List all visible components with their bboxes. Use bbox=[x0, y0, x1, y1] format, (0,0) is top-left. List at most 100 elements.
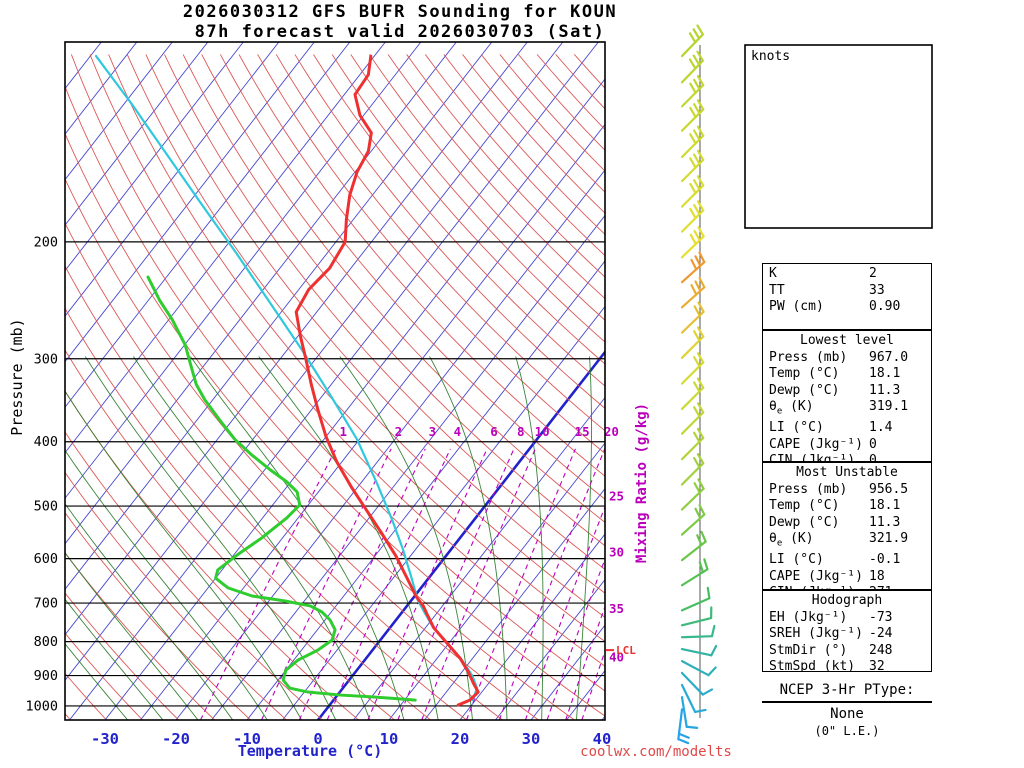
hodograph bbox=[744, 44, 933, 229]
ptype-block: NCEP 3-Hr PType: None (0" L.E.) bbox=[762, 682, 932, 738]
mixing-ratio-lines bbox=[200, 448, 605, 720]
wind-barb bbox=[680, 326, 705, 359]
wind-barb bbox=[680, 586, 711, 612]
storm-motion-arrowhead bbox=[893, 119, 902, 126]
page-title-line2: 87h forecast valid 2026030703 (Sat) bbox=[194, 22, 606, 42]
wind-barb bbox=[680, 530, 707, 562]
svg-text:-10: -10 bbox=[233, 730, 261, 748]
svg-text:30: 30 bbox=[609, 544, 624, 559]
pressure-gridlines: 200 300 400 500 600 700 800 900 1000 bbox=[25, 234, 605, 714]
wind-barb bbox=[680, 74, 705, 108]
wind-barb bbox=[680, 24, 704, 58]
lowest-level-table: Lowest level Press (mb) 967.0 Temp (°C) 18.… bbox=[762, 330, 932, 462]
svg-text:0: 0 bbox=[313, 730, 322, 748]
wind-barb bbox=[680, 352, 705, 385]
svg-text:900: 900 bbox=[34, 668, 58, 684]
svg-text:30: 30 bbox=[785, 164, 805, 184]
wind-barb bbox=[680, 606, 713, 627]
most-unstable-table: Most Unstable Press (mb) 956.5 Temp (°C) 18… bbox=[762, 462, 932, 590]
svg-text:40: 40 bbox=[593, 730, 612, 748]
svg-text:3: 3 bbox=[429, 424, 437, 439]
table-row: CIN (Jkg⁻¹)271 bbox=[769, 585, 925, 589]
temperature-curve bbox=[294, 54, 480, 707]
wind-barb bbox=[680, 696, 699, 729]
table-title: Lowest level bbox=[800, 333, 894, 348]
watermark-link[interactable]: coolwx.com/modelts bbox=[580, 744, 732, 760]
wind-barb bbox=[680, 175, 705, 208]
wind-barb bbox=[680, 50, 704, 84]
svg-text:35: 35 bbox=[609, 601, 624, 616]
lcl-marker: LCL bbox=[606, 644, 636, 657]
mixing-ratio-axis-label: Mixing Ratio (g/kg) bbox=[634, 402, 650, 564]
temperature-tick-labels: -30 -20 -10 0 10 20 30 40 bbox=[91, 730, 611, 748]
svg-text:1000: 1000 bbox=[25, 698, 58, 714]
table-row: StmSpd (kt) 32 bbox=[769, 659, 885, 672]
table-row: Temp (°C) 18.1 bbox=[769, 498, 901, 513]
svg-text:600: 600 bbox=[34, 551, 58, 567]
moist-adiabats bbox=[65, 356, 592, 720]
svg-text:20: 20 bbox=[604, 424, 619, 439]
table-row: θe (K) 321.9 bbox=[769, 531, 909, 549]
table-row: Dewp (°C) 11.3 bbox=[769, 514, 901, 530]
wind-barb bbox=[680, 99, 705, 132]
svg-text:10: 10 bbox=[535, 424, 550, 439]
svg-text:25: 25 bbox=[609, 489, 624, 504]
wind-barb bbox=[680, 402, 705, 435]
wind-barbs bbox=[677, 24, 718, 745]
wind-barb bbox=[680, 276, 706, 309]
wind-barb bbox=[680, 427, 705, 461]
svg-text:4: 4 bbox=[454, 424, 462, 439]
table-row: θe (K) 319.1 bbox=[769, 399, 909, 417]
svg-text:1: 1 bbox=[339, 424, 347, 439]
table-row: Press (mb) 967.0 bbox=[769, 349, 909, 365]
wind-barb bbox=[680, 200, 705, 233]
storm-motion-vector bbox=[835, 122, 902, 127]
svg-text:30: 30 bbox=[522, 730, 541, 748]
wind-barb bbox=[680, 226, 705, 259]
svg-text:400: 400 bbox=[34, 434, 58, 450]
table-row: LI (°C) 1.4 bbox=[769, 420, 893, 436]
svg-text:45: 45 bbox=[766, 189, 786, 209]
wind-barb bbox=[680, 478, 705, 511]
svg-text:6: 6 bbox=[490, 424, 498, 439]
wind-barb bbox=[680, 149, 705, 183]
table-title: Hodograph bbox=[811, 593, 883, 608]
table-row: PW (cm) 0.90 bbox=[769, 299, 901, 314]
table-title: Most Unstable bbox=[796, 465, 898, 480]
svg-text:200: 200 bbox=[34, 234, 58, 250]
table-row: Dewp (°C) 11.3 bbox=[769, 382, 901, 398]
ptype-title: NCEP 3-Hr PType: bbox=[762, 682, 932, 703]
svg-text:15: 15 bbox=[804, 139, 824, 159]
table-row: StmDir (°) 248 bbox=[769, 642, 893, 658]
hodograph-frame bbox=[744, 44, 933, 229]
dry-adiabats bbox=[65, 54, 605, 720]
svg-text:8: 8 bbox=[517, 424, 525, 439]
hodograph-trace bbox=[831, 90, 897, 155]
svg-text:10: 10 bbox=[380, 730, 399, 748]
wind-barb bbox=[680, 624, 716, 639]
svg-text:20: 20 bbox=[451, 730, 470, 748]
wind-barb bbox=[680, 644, 718, 657]
table-row: EH (Jkg⁻¹) -73 bbox=[769, 609, 893, 625]
table-row: CAPE (Jkg⁻¹) 0 bbox=[769, 436, 877, 452]
indices-table: K 2 TT 33 PW (cm) 0.90 bbox=[762, 263, 932, 330]
svg-text:2: 2 bbox=[395, 424, 403, 439]
table-row: SREH (Jkg⁻¹) -24 bbox=[769, 626, 893, 641]
wind-barb bbox=[680, 251, 706, 284]
svg-text:500: 500 bbox=[34, 499, 58, 515]
table-row: CIN (Jkg⁻¹) 0 bbox=[769, 453, 877, 462]
mixing-ratio-labels: 1 2 3 4 6 8 10 15 20 25 30 35 40 bbox=[339, 424, 624, 664]
svg-text:15: 15 bbox=[575, 424, 590, 439]
hodograph-table: Hodograph EH (Jkg⁻¹) -73 SREH (Jkg⁻¹) -24 St… bbox=[762, 590, 932, 672]
svg-text:800: 800 bbox=[34, 634, 58, 650]
ptype-detail: (0" L.E.) bbox=[814, 724, 880, 738]
wind-barb bbox=[680, 558, 709, 587]
ptype-value: None bbox=[830, 706, 864, 722]
wind-barb bbox=[680, 671, 714, 696]
wind-barb bbox=[680, 659, 717, 677]
wind-barb bbox=[680, 683, 707, 714]
table-row: Press (mb) 956.5 bbox=[769, 481, 909, 497]
